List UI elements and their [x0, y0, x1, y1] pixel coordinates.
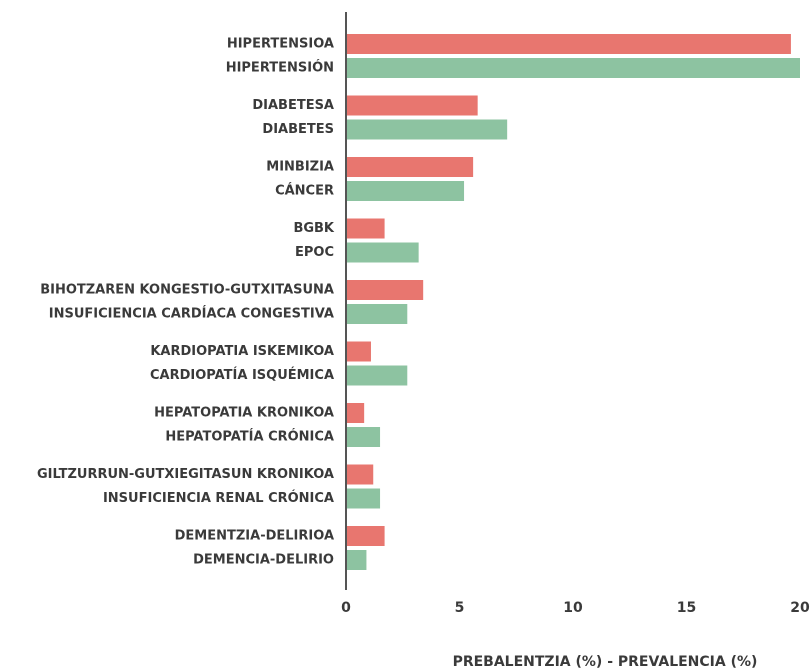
bar-label: HEPATOPATIA KRONIKOA: [154, 406, 334, 421]
bar: [346, 464, 374, 485]
bar: [346, 550, 367, 570]
bar-label: DEMENTZIA-DELIRIOA: [175, 529, 334, 544]
bar-label: INSUFICIENCIA RENAL CRÓNICA: [103, 490, 334, 506]
bar-label: GILTZURRUN-GUTXIEGITASUN KRONIKOA: [37, 467, 334, 482]
bar: [346, 488, 381, 509]
bar: [346, 526, 385, 546]
bar-label: MINBIZIA: [266, 160, 334, 175]
bar-label: INSUFICIENCIA CARDÍACA CONGESTIVA: [49, 306, 334, 322]
bar: [346, 58, 800, 78]
x-axis-title: PREBALENTZIA (%) - PREVALENCIA (%): [453, 654, 758, 670]
bar-label: EPOC: [295, 245, 334, 260]
bar: [346, 280, 424, 300]
bar: [346, 157, 474, 177]
bar-label: HEPATOPATÍA CRÓNICA: [165, 429, 334, 445]
bar-label: CÁNCER: [275, 183, 334, 199]
x-tick-label: 20: [790, 600, 810, 616]
bar-label: DEMENCIA-DELIRIO: [193, 553, 334, 568]
bar: [346, 341, 371, 362]
bar: [346, 34, 791, 54]
bar-label: BIHOTZAREN KONGESTIO-GUTXITASUNA: [40, 283, 334, 298]
bar-label: KARDIOPATIA ISKEMIKOA: [150, 344, 334, 359]
bar-label: CARDIOPATÍA ISQUÉMICA: [150, 367, 334, 383]
x-tick-label: 10: [563, 600, 583, 616]
bar: [346, 242, 419, 263]
x-tick-label: 5: [455, 600, 465, 616]
bar: [346, 403, 365, 423]
x-tick-label: 0: [341, 600, 351, 616]
bar-label: HIPERTENSIOA: [227, 37, 334, 52]
bar-label: BGBK: [293, 221, 334, 236]
bar: [346, 119, 508, 140]
bar: [346, 427, 381, 447]
bar-label: DIABETES: [262, 122, 334, 137]
x-tick-label: 15: [677, 600, 696, 616]
bar-label: DIABETESA: [252, 98, 334, 113]
bar: [346, 304, 408, 324]
bar: [346, 181, 465, 201]
bar: [346, 365, 408, 386]
bar: [346, 95, 478, 116]
bar-label: HIPERTENSIÓN: [226, 60, 334, 76]
bar: [346, 218, 385, 239]
